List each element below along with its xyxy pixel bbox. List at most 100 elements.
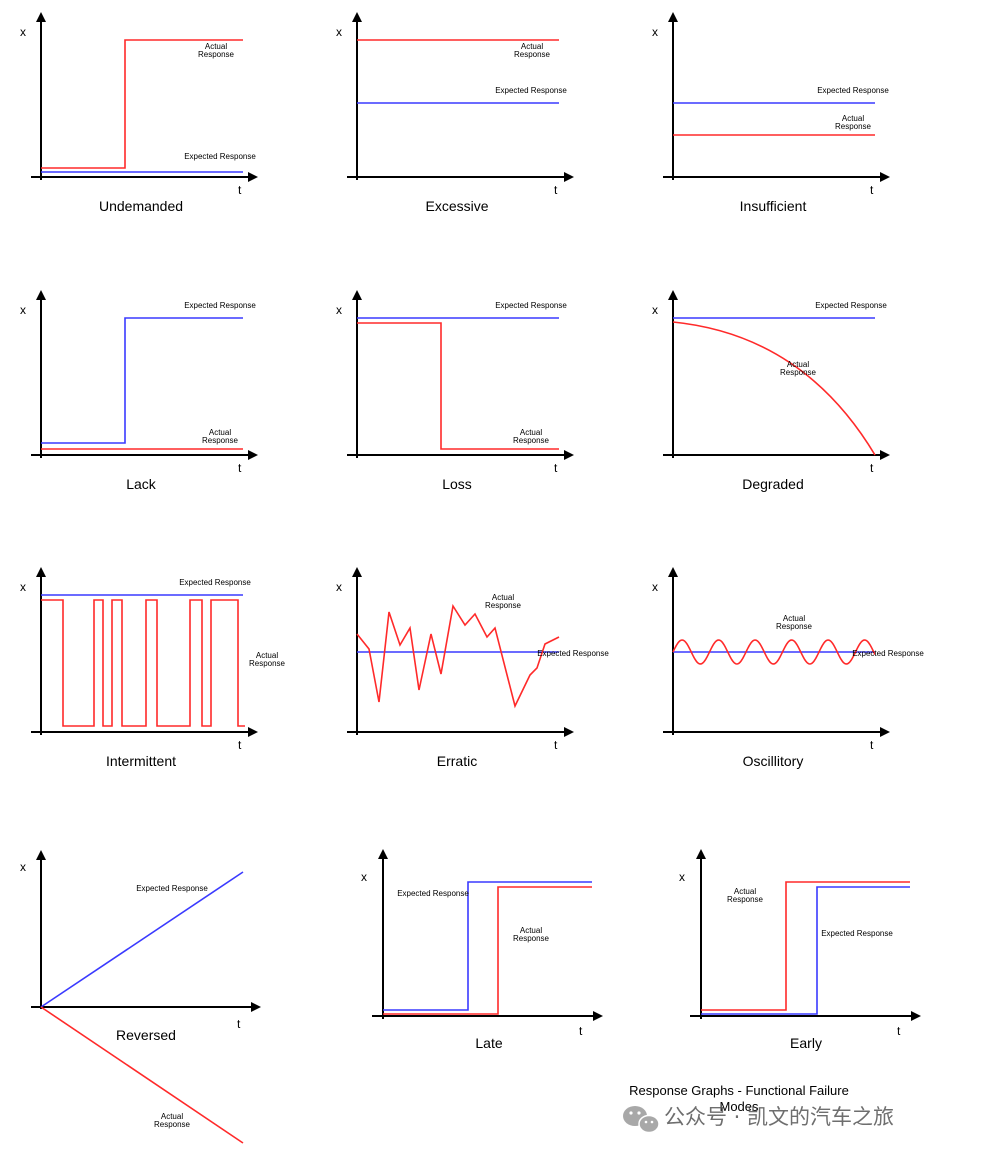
- y-axis-arrowhead: [352, 567, 362, 577]
- expected-response-label: Expected Response: [495, 301, 567, 310]
- svg-text:Response: Response: [835, 122, 872, 131]
- x-axis-arrowhead: [248, 727, 258, 737]
- svg-text:Actual: Actual: [209, 428, 231, 437]
- graph-title-degraded: Degraded: [742, 476, 804, 492]
- x-axis-label: x: [336, 580, 342, 594]
- svg-text:Response: Response: [198, 50, 235, 59]
- svg-text:Response: Response: [513, 436, 550, 445]
- x-axis-arrowhead: [911, 1011, 921, 1021]
- y-axis-arrowhead: [668, 290, 678, 300]
- x-axis-label: x: [336, 25, 342, 39]
- y-axis-arrowhead: [352, 12, 362, 22]
- x-axis-label: x: [361, 870, 367, 884]
- figure-caption: Response Graphs - Functional FailureMode…: [629, 1083, 849, 1114]
- x-axis-arrowhead: [248, 450, 258, 460]
- svg-text:Actual: Actual: [161, 1112, 183, 1121]
- svg-text:Response: Response: [727, 895, 764, 904]
- expected-response-line: [701, 886, 910, 1015]
- actual-response-curve: [672, 321, 876, 456]
- expected-response-label: Expected Response: [184, 152, 256, 161]
- graph-title-loss: Loss: [442, 476, 472, 492]
- y-axis-arrowhead: [352, 290, 362, 300]
- x-axis-label: x: [20, 580, 26, 594]
- t-axis-label: t: [897, 1024, 901, 1038]
- expected-response-label: Expected Response: [852, 649, 924, 658]
- t-axis-label: t: [554, 738, 558, 752]
- expected-response-line: [383, 881, 592, 1011]
- t-axis-label: t: [554, 461, 558, 475]
- x-axis-arrowhead: [880, 727, 890, 737]
- expected-response-line: [41, 317, 243, 444]
- svg-text:Response Graphs - Functional F: Response Graphs - Functional Failure: [629, 1083, 849, 1098]
- actual-response-line: [41, 39, 243, 169]
- x-axis-label: x: [652, 25, 658, 39]
- svg-text:Response: Response: [249, 659, 286, 668]
- t-axis-label: t: [238, 738, 242, 752]
- actual-response-line: [357, 322, 559, 450]
- t-axis-label: t: [579, 1024, 583, 1038]
- t-axis-label: t: [554, 183, 558, 197]
- graph-title-excessive: Excessive: [425, 198, 488, 214]
- graph-title-reversed: Reversed: [116, 1027, 176, 1043]
- x-axis-arrowhead: [593, 1011, 603, 1021]
- actual-response-wave: [672, 639, 876, 665]
- graph-title-erratic: Erratic: [437, 753, 477, 769]
- svg-text:Response: Response: [513, 934, 550, 943]
- x-axis-label: x: [336, 303, 342, 317]
- x-axis-label: x: [20, 303, 26, 317]
- t-axis-label: t: [870, 183, 874, 197]
- svg-text:Response: Response: [202, 436, 239, 445]
- t-axis-label: t: [870, 461, 874, 475]
- svg-text:Actual: Actual: [205, 42, 227, 51]
- x-axis-arrowhead: [880, 450, 890, 460]
- svg-text:Actual: Actual: [734, 887, 756, 896]
- x-axis-label: x: [20, 25, 26, 39]
- y-axis-arrowhead: [36, 567, 46, 577]
- svg-text:Modes: Modes: [719, 1099, 759, 1114]
- svg-text:Response: Response: [780, 368, 817, 377]
- actual-response-line: [701, 881, 910, 1011]
- svg-text:Actual: Actual: [492, 593, 514, 602]
- actual-response-line: [356, 603, 560, 709]
- svg-text:Actual: Actual: [521, 42, 543, 51]
- expected-response-label: Expected Response: [397, 889, 469, 898]
- t-axis-label: t: [238, 461, 242, 475]
- t-axis-label: t: [870, 738, 874, 752]
- x-axis-arrowhead: [880, 172, 890, 182]
- actual-response-line: [383, 886, 592, 1015]
- y-axis-arrowhead: [696, 849, 706, 859]
- graph-title-oscillitory: Oscillitory: [743, 753, 804, 769]
- graph-title-lack: Lack: [126, 476, 157, 492]
- actual-response-line: [41, 599, 245, 727]
- expected-response-label: Expected Response: [136, 884, 208, 893]
- graph-title-insufficient: Insufficient: [740, 198, 807, 214]
- graph-title-early: Early: [790, 1035, 822, 1051]
- expected-response-label: Expected Response: [815, 301, 887, 310]
- svg-text:Actual: Actual: [842, 114, 864, 123]
- expected-response-label: Expected Response: [184, 301, 256, 310]
- svg-text:Actual: Actual: [256, 651, 278, 660]
- expected-response-label: Expected Response: [821, 929, 893, 938]
- y-axis-arrowhead: [668, 567, 678, 577]
- svg-text:Actual: Actual: [520, 428, 542, 437]
- x-axis-arrowhead: [248, 172, 258, 182]
